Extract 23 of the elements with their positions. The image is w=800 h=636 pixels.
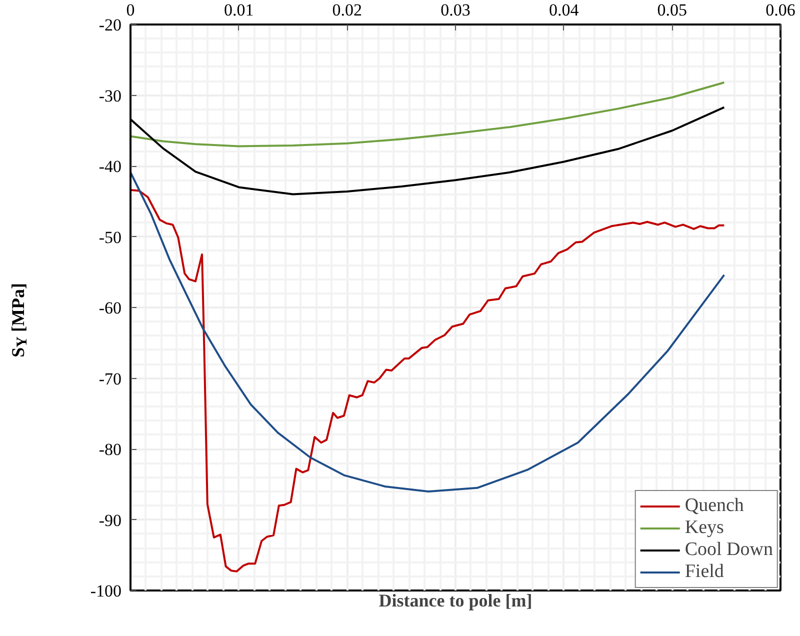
legend-label: Keys (684, 517, 724, 539)
legend-label: Cool Down (684, 539, 773, 561)
x-tick-label: 0.01 (224, 0, 254, 20)
y-tick-label: -80 (98, 440, 122, 459)
line-series (130, 82, 726, 148)
y-tick-label: -20 (98, 16, 122, 34)
x-tick-label: 0.02 (332, 0, 362, 20)
y-tick-label: -30 (98, 86, 122, 106)
y-tick-label: -90 (98, 510, 122, 530)
x-tick-label: 0.03 (440, 0, 470, 20)
y-tick-label: -50 (98, 228, 122, 247)
x-tick-label: 0.06 (766, 0, 796, 20)
legend-label: Quench (684, 495, 744, 517)
legend-label: Field (684, 561, 724, 583)
x-axis-title: Distance to pole [m] (378, 590, 532, 610)
x-tick-label: 0.04 (548, 0, 580, 20)
x-tick-label: 0.05 (657, 0, 688, 20)
y-tick-label: -60 (98, 298, 122, 318)
x-tick-label: 0 (126, 0, 135, 20)
line-series (130, 171, 726, 492)
y-tick-label: -100 (90, 582, 122, 600)
y-tick-label: -40 (98, 157, 122, 176)
y-tick-label: -70 (98, 369, 122, 388)
